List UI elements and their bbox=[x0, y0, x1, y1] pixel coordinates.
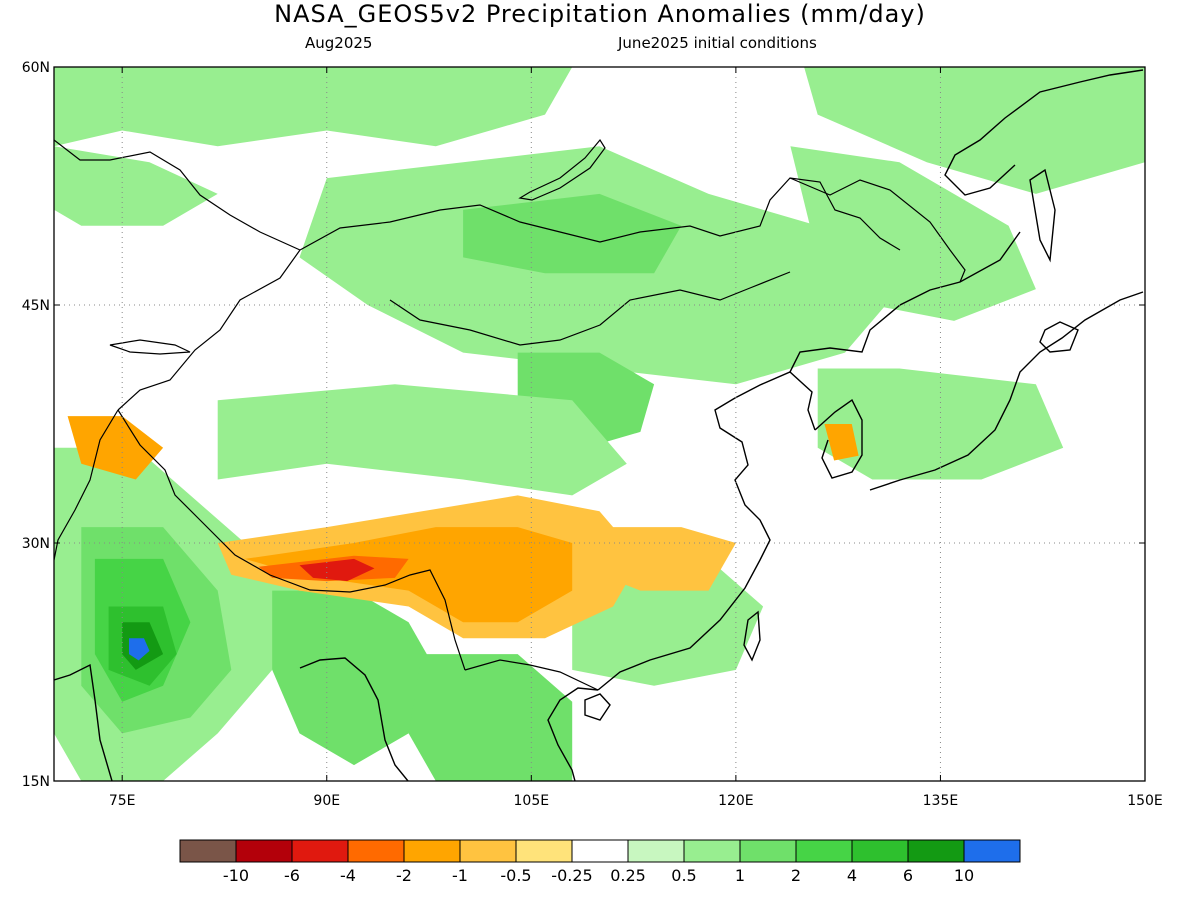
region-himalaya-dry-core bbox=[244, 527, 573, 623]
coastline-hainan bbox=[584, 693, 611, 721]
colorbar-tick-label: 2 bbox=[791, 866, 801, 885]
anomaly-regions bbox=[54, 67, 1145, 781]
colorbar-swatch bbox=[179, 839, 237, 863]
colorbar-swatch bbox=[683, 839, 741, 863]
region-karakoram-dry bbox=[67, 416, 164, 480]
border-china-mongolia bbox=[299, 177, 901, 251]
lat-tick-label: 60N bbox=[22, 60, 50, 76]
axis-ticks: 75E 90E 105E 120E 135E 150E 60N 45N 30N 15N bbox=[22, 60, 1163, 809]
lon-tick-label: 75E bbox=[109, 793, 136, 809]
coastline-sakhalin bbox=[1029, 168, 1056, 263]
border-russia-china-ne bbox=[789, 177, 966, 283]
map-title: NASA_GEOS5v2 Precipitation Anomalies (mm… bbox=[274, 0, 926, 28]
colorbar-swatch bbox=[851, 839, 909, 863]
lake-baikal bbox=[518, 138, 606, 201]
colorbar-tick-label: 6 bbox=[903, 866, 913, 885]
coastline-bohai-liaodong bbox=[789, 231, 1021, 373]
region-northwest-kazakhstan bbox=[54, 146, 218, 226]
lon-tick-label: 120E bbox=[718, 793, 754, 809]
colorbar-swatch bbox=[963, 839, 1021, 863]
lon-tick-label: 135E bbox=[923, 793, 959, 809]
lon-tick-label: 150E bbox=[1127, 793, 1163, 809]
valid-month-label: Aug2025 bbox=[305, 34, 373, 52]
coastline-india-west bbox=[54, 663, 113, 781]
colorbar-tick-label: 1 bbox=[735, 866, 745, 885]
region-bangladesh-myanmar bbox=[272, 590, 436, 766]
colorbar-tick-label: -0.25 bbox=[551, 866, 592, 885]
colorbar-swatch bbox=[347, 839, 405, 863]
colorbar-swatch bbox=[739, 839, 797, 863]
colorbar-swatch bbox=[795, 839, 853, 863]
coastline-bay-of-bengal bbox=[299, 657, 409, 781]
region-northeast-china bbox=[790, 146, 1036, 321]
region-korea-japan bbox=[817, 368, 1064, 480]
map-frame bbox=[53, 66, 1146, 782]
border-china-kazakhstan bbox=[117, 249, 301, 411]
coastline-taiwan bbox=[743, 610, 761, 662]
colorbar-swatch bbox=[571, 839, 629, 863]
coastline-okhotsk bbox=[944, 69, 1144, 196]
border-himalaya bbox=[117, 409, 466, 671]
colorbar-swatch bbox=[515, 839, 573, 863]
region-northern-siberia bbox=[54, 67, 573, 147]
colorbar-tick-label: -4 bbox=[340, 866, 356, 885]
border-southeast-asia bbox=[464, 659, 599, 691]
lon-tick-label: 90E bbox=[313, 793, 340, 809]
init-conditions-label: June2025 initial conditions bbox=[618, 34, 817, 52]
colorbar-tick-label: -6 bbox=[284, 866, 300, 885]
colorbar-tick-label: -0.5 bbox=[500, 866, 531, 885]
coastline-indochina bbox=[547, 687, 599, 781]
border-mongolia-south bbox=[389, 271, 791, 346]
region-yangtze-dry bbox=[599, 527, 736, 591]
region-himalaya-peak-dry bbox=[299, 558, 375, 582]
colorbar-tick-label: 10 bbox=[954, 866, 974, 885]
region-central-india-peak bbox=[129, 638, 150, 661]
lat-tick-label: 45N bbox=[22, 298, 50, 314]
region-indochina bbox=[408, 654, 573, 781]
colorbar-tick-label: 0.5 bbox=[671, 866, 696, 885]
colorbar-tick-label: 4 bbox=[847, 866, 857, 885]
lat-tick-label: 30N bbox=[22, 536, 50, 552]
colorbar: -10 -6 -4 -2 -1 -0.5 -0.25 0.25 0.5 1 2 4 6 10 bbox=[179, 839, 1021, 885]
colorbar-tick-label: -10 bbox=[223, 866, 249, 885]
coastlines-and-borders bbox=[54, 69, 1144, 781]
colorbar-tick-label: -2 bbox=[396, 866, 412, 885]
region-korea-peninsula-dry bbox=[824, 424, 859, 461]
coastline-china-east bbox=[597, 371, 816, 691]
colorbar-tick-label: -1 bbox=[452, 866, 468, 885]
border-north-kazakhstan bbox=[54, 139, 301, 251]
coastline-japan bbox=[869, 291, 1144, 491]
lon-tick-label: 105E bbox=[514, 793, 550, 809]
coastline-korea bbox=[814, 398, 863, 479]
colorbar-tick-label: 0.25 bbox=[610, 866, 646, 885]
colorbar-swatch bbox=[907, 839, 965, 863]
region-kamchatka-okhotsk bbox=[804, 67, 1145, 194]
colorbar-swatch bbox=[291, 839, 349, 863]
lake-balkhash bbox=[109, 339, 191, 355]
colorbar-swatch bbox=[403, 839, 461, 863]
lat-tick-label: 15N bbox=[22, 774, 50, 790]
colorbar-swatch bbox=[459, 839, 517, 863]
colorbar-swatch bbox=[627, 839, 685, 863]
region-tibet-band bbox=[217, 384, 627, 496]
coastline-hokkaido bbox=[1039, 321, 1079, 353]
colorbar-swatch bbox=[235, 839, 293, 863]
region-mongolia-core bbox=[463, 193, 682, 274]
